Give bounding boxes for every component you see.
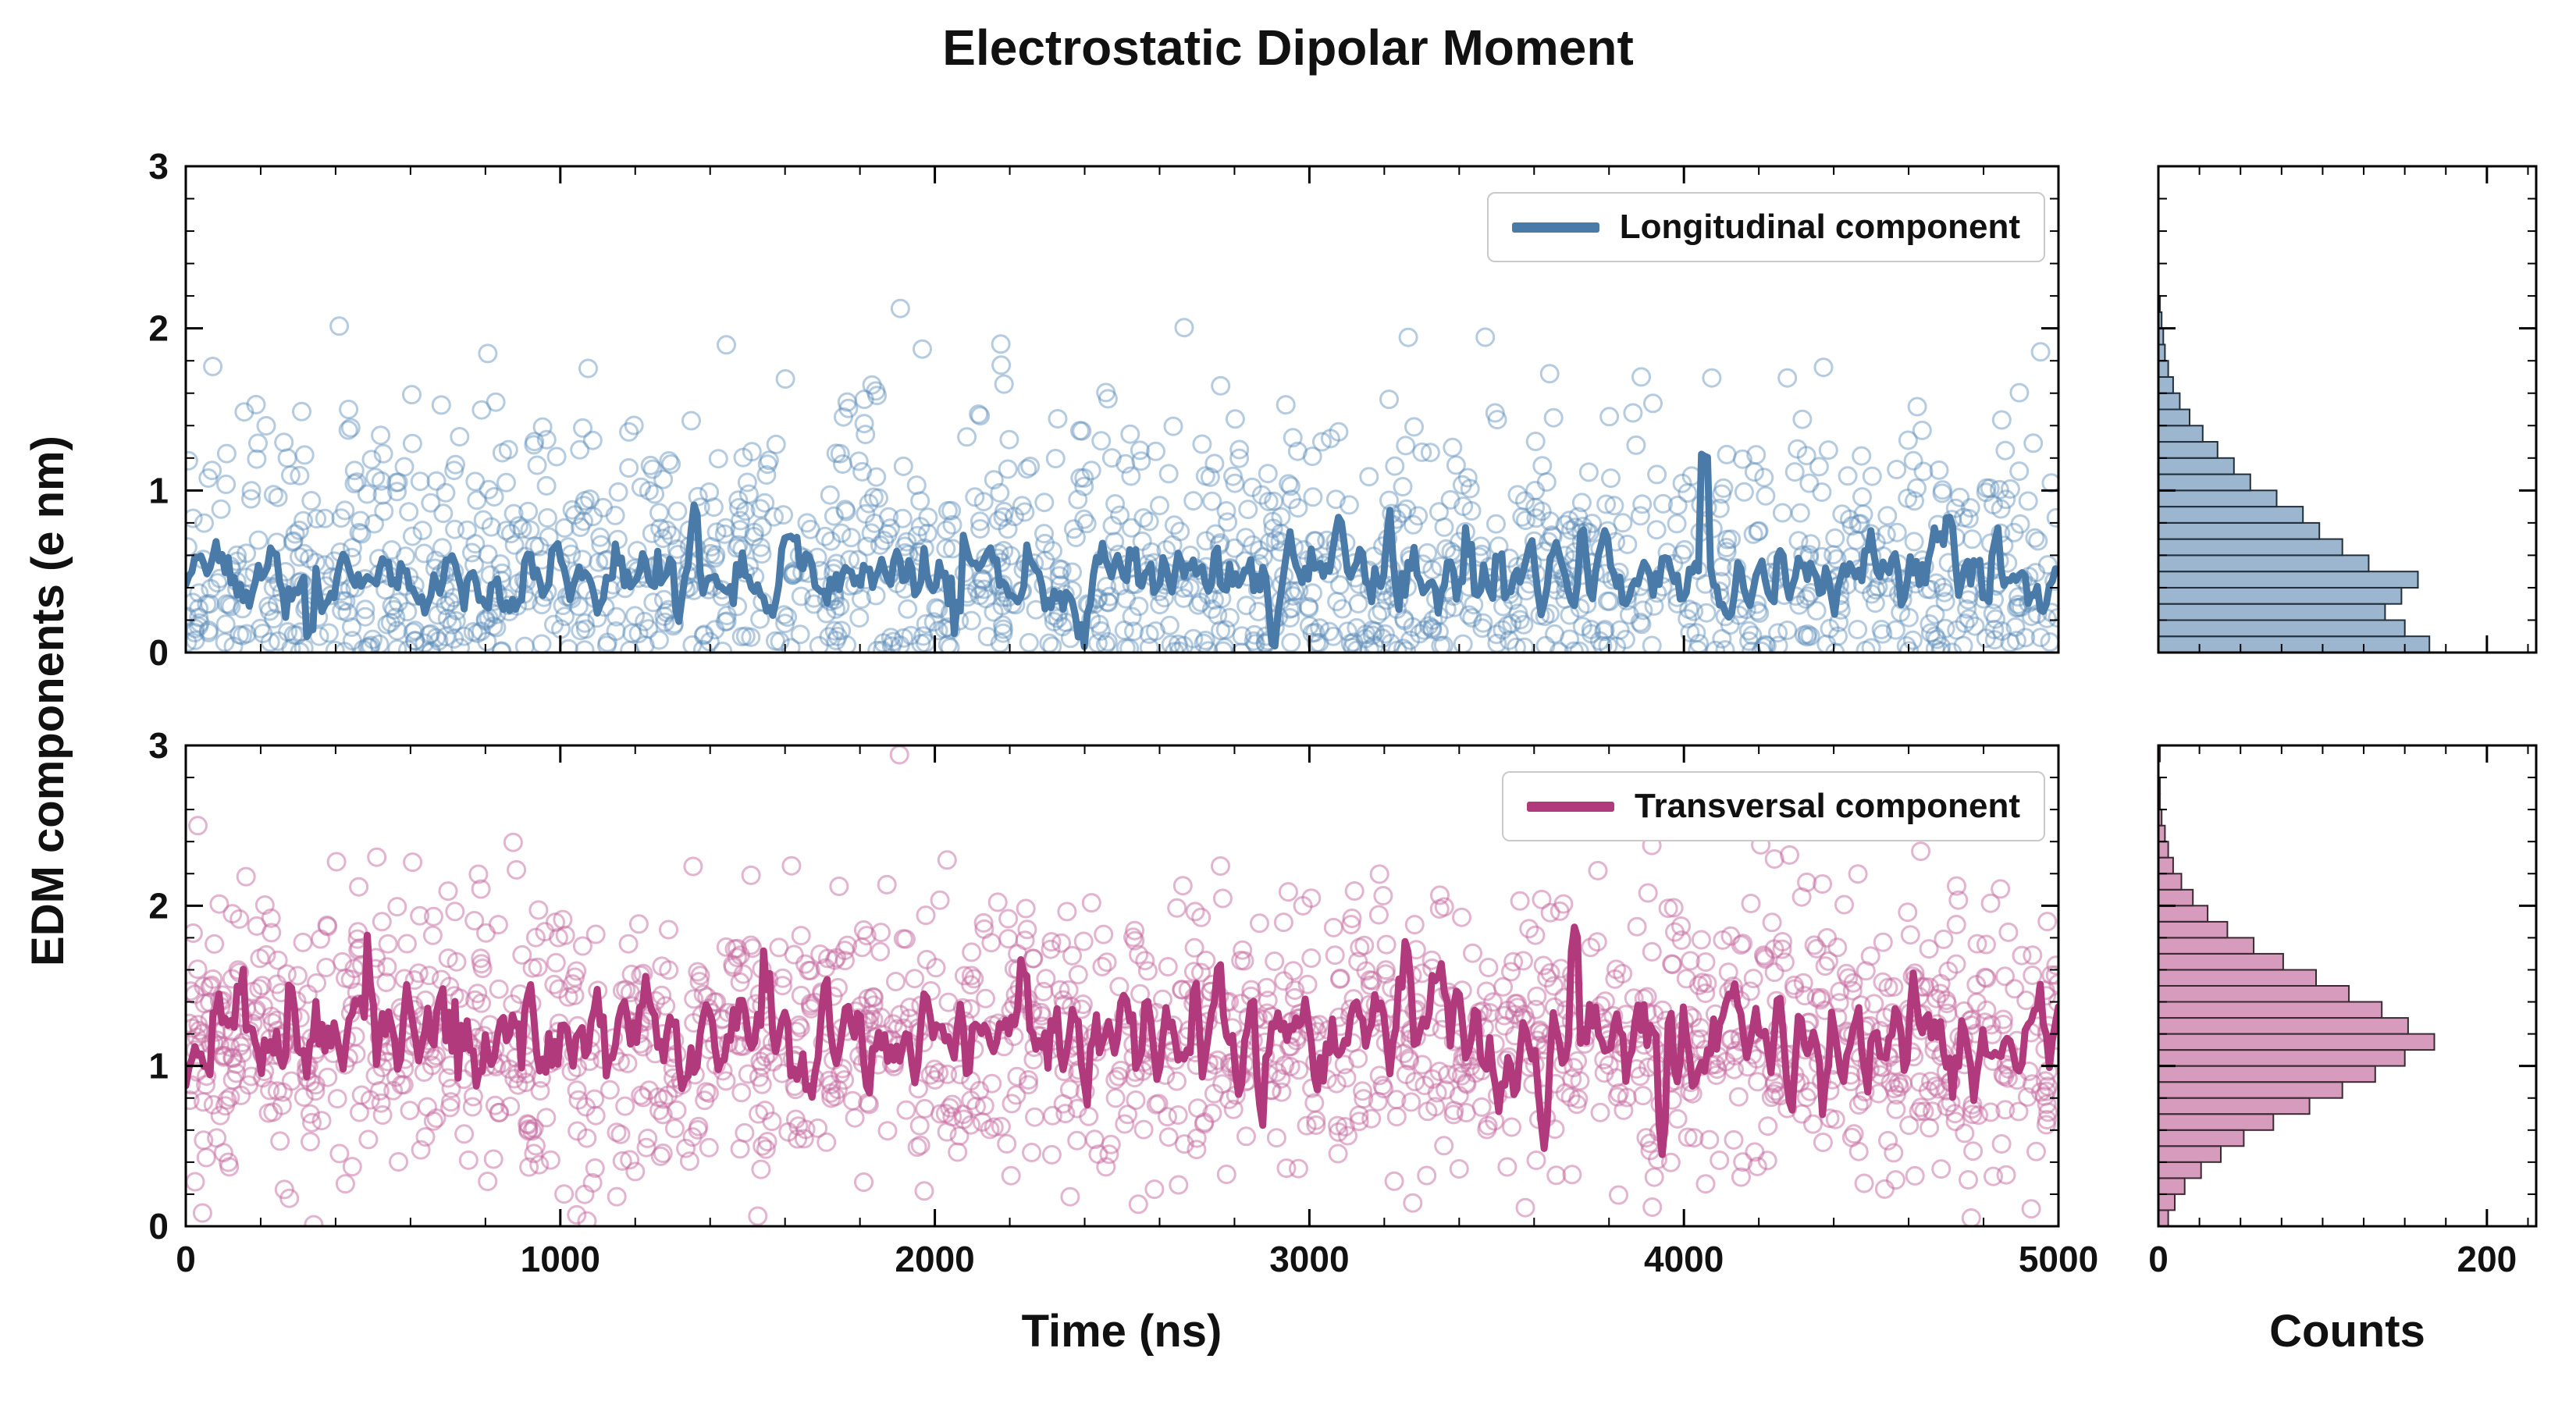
legend-line-swatch-transversal <box>1527 801 1615 812</box>
y-tick-label: 3 <box>148 146 169 187</box>
x-tick-label: 5000 <box>2019 1239 2098 1279</box>
scatter-series-transversal <box>186 745 2058 1226</box>
legend-transversal: Transversal component <box>1502 771 2045 841</box>
legend-label-transversal: Transversal component <box>1635 787 2020 825</box>
y-tick-label: 0 <box>148 632 169 673</box>
legend-label-longitudinal: Longitudinal component <box>1619 208 2020 246</box>
x-axis-label-counts: Counts <box>2269 1306 2425 1357</box>
histogram-transversal <box>2158 745 2435 1227</box>
legend-longitudinal: Longitudinal component <box>1486 192 2045 262</box>
y-tick-label: 1 <box>148 470 169 510</box>
axes-frame <box>184 165 2060 654</box>
counts-tick-label: 200 <box>2457 1239 2517 1279</box>
y-axis-label: EDM components (e nm) <box>23 436 73 966</box>
histogram-longitudinal <box>2158 295 2431 654</box>
y-tick-label: 3 <box>148 725 169 766</box>
trend-line-longitudinal <box>186 450 2058 650</box>
axes-frame <box>184 744 2060 1228</box>
x-tick-label: 2000 <box>895 1239 974 1279</box>
chart-title: Electrostatic Dipolar Moment <box>942 20 1634 76</box>
y-tick-label: 1 <box>148 1046 169 1087</box>
trend-line-transversal <box>186 923 2058 1158</box>
y-tick-label: 0 <box>148 1206 169 1247</box>
legend-line-swatch-longitudinal <box>1511 222 1599 233</box>
x-tick-label: 0 <box>176 1239 196 1279</box>
y-tick-label: 2 <box>148 885 169 926</box>
y-tick-label: 2 <box>148 308 169 349</box>
axes-frame <box>2157 744 2538 1228</box>
scatter-series-longitudinal <box>186 298 2058 653</box>
x-tick-label: 1000 <box>521 1239 600 1279</box>
axes-frame <box>2157 165 2538 654</box>
x-tick-label: 3000 <box>1269 1239 1349 1279</box>
x-axis-label-time: Time (ns) <box>1021 1306 1222 1357</box>
x-tick-label: 4000 <box>1644 1239 1724 1279</box>
counts-tick-label: 0 <box>2148 1239 2169 1279</box>
